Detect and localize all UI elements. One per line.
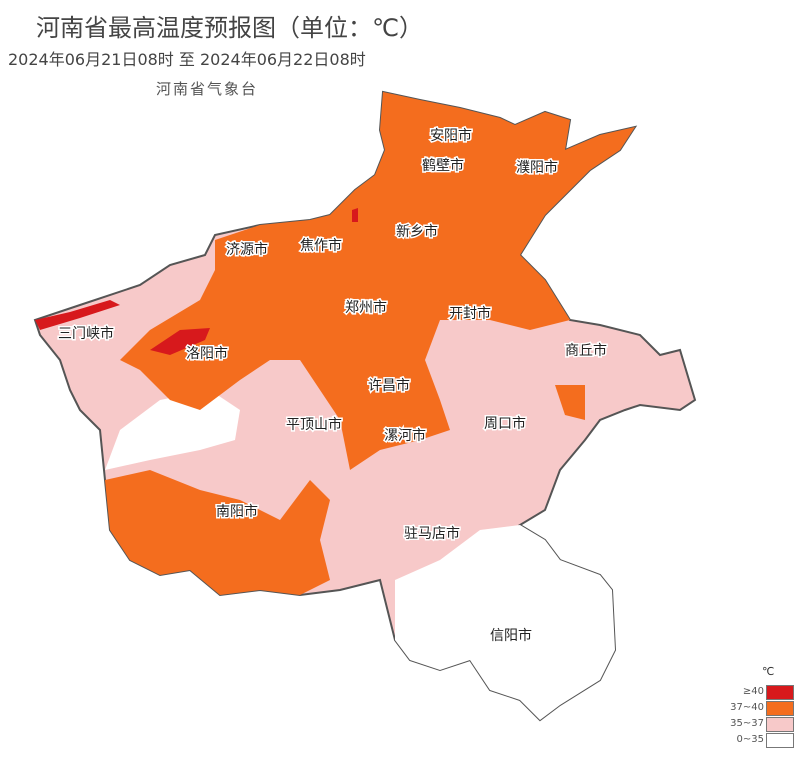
city-label: 周口市 (484, 415, 526, 432)
legend-swatch (766, 685, 794, 700)
city-label: 平顶山市 (286, 416, 342, 433)
legend-item: 0~35 (728, 733, 794, 748)
city-label: 新乡市 (396, 223, 438, 240)
legend-item: 35~37 (728, 717, 794, 732)
agency-name: 河南省气象台 (156, 80, 259, 98)
city-label: 安阳市 (430, 127, 472, 144)
city-label: 南阳市 (216, 503, 258, 520)
red-region-west (35, 300, 120, 330)
legend-unit: ℃ (762, 665, 775, 678)
white-region-west (105, 390, 240, 470)
city-label: 焦作市 (300, 237, 342, 254)
legend-swatch (766, 717, 794, 732)
city-label: 鹤壁市 (422, 157, 464, 174)
legend-swatch (766, 701, 794, 716)
legend-item: 37~40 (728, 701, 794, 716)
red-region-luoyang (150, 328, 210, 355)
city-label: 商丘市 (565, 342, 607, 359)
city-label: 洛阳市 (186, 345, 228, 362)
city-label: 濮阳市 (516, 159, 558, 176)
city-label: 信阳市 (490, 627, 532, 644)
orange-region-east (555, 385, 585, 420)
city-label: 开封市 (449, 305, 491, 322)
white-region-south (395, 525, 615, 720)
orange-region-north (120, 92, 635, 470)
map-title: 河南省最高温度预报图（单位：℃） (36, 14, 423, 42)
city-label: 驻马店市 (404, 525, 460, 542)
city-label: 郑州市 (345, 299, 387, 316)
city-label: 许昌市 (368, 377, 410, 394)
orange-region-southwest (105, 470, 330, 595)
legend-swatch (766, 733, 794, 748)
city-label: 漯河市 (384, 427, 426, 444)
legend-item: ≥40 (728, 685, 794, 700)
city-labels: 安阳市 鹤壁市 濮阳市 新乡市 焦作市 济源市 郑州市 开封市 商丘市 三门峡市… (57, 126, 609, 646)
red-region-north (352, 208, 358, 222)
forecast-period: 2024年06月21日08时 至 2024年06月22日08时 (8, 50, 366, 69)
city-label: 三门峡市 (58, 325, 114, 342)
city-label: 济源市 (226, 241, 268, 258)
